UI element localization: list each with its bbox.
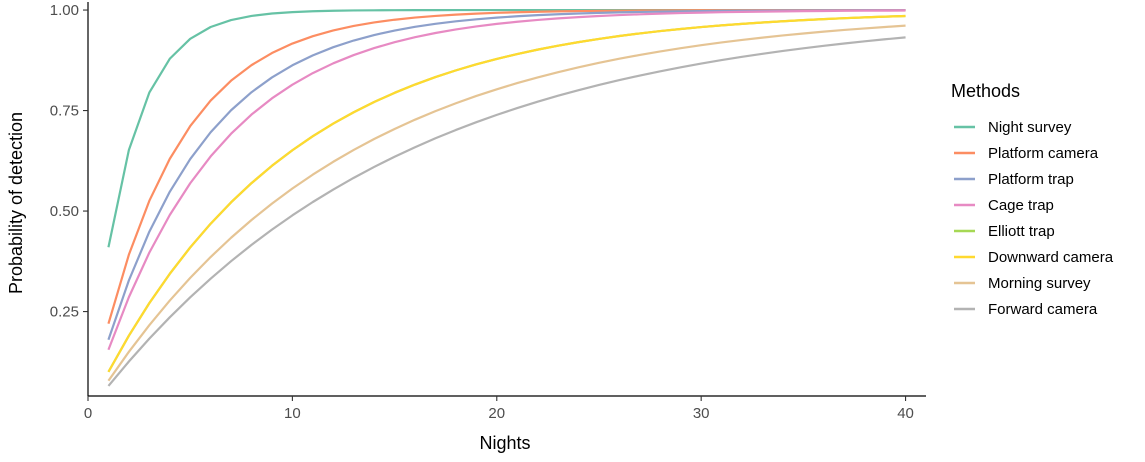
x-axis-ticks: 0 10 20 30 40 <box>84 396 914 422</box>
legend-label: Forward camera <box>988 301 1098 318</box>
series-line <box>107 36 906 387</box>
x-axis-title: Nights <box>479 433 530 453</box>
series-line <box>107 24 906 382</box>
series-line <box>107 14 906 373</box>
legend-label: Night survey <box>988 119 1072 136</box>
y-tick-label: 0.50 <box>50 203 79 220</box>
series-line <box>107 9 906 351</box>
legend-label: Elliott trap <box>988 223 1055 240</box>
legend-label: Platform trap <box>988 171 1074 188</box>
legend-label: Cage trap <box>988 197 1054 214</box>
series-line <box>107 9 906 341</box>
series-line <box>107 14 906 373</box>
y-tick-label: 1.00 <box>50 2 79 19</box>
legend: Night survey Platform camera Platform trap… <box>954 119 1114 318</box>
y-tick-label: 0.25 <box>50 304 79 321</box>
series-lines <box>107 8 906 387</box>
legend-label: Downward camera <box>988 249 1114 266</box>
x-tick-label: 0 <box>84 405 92 422</box>
y-tick-label: 0.75 <box>50 103 79 120</box>
series-line <box>107 8 906 248</box>
legend-label: Platform camera <box>988 145 1099 162</box>
x-tick-label: 20 <box>488 405 505 422</box>
x-tick-label: 40 <box>897 405 914 422</box>
y-axis-title: Probability of detection <box>6 112 26 294</box>
x-tick-label: 30 <box>693 405 710 422</box>
legend-title: Methods <box>951 81 1020 101</box>
y-axis-ticks: 0.25 0.50 0.75 1.00 <box>50 2 88 321</box>
legend-label: Morning survey <box>988 275 1091 292</box>
x-tick-label: 10 <box>284 405 301 422</box>
